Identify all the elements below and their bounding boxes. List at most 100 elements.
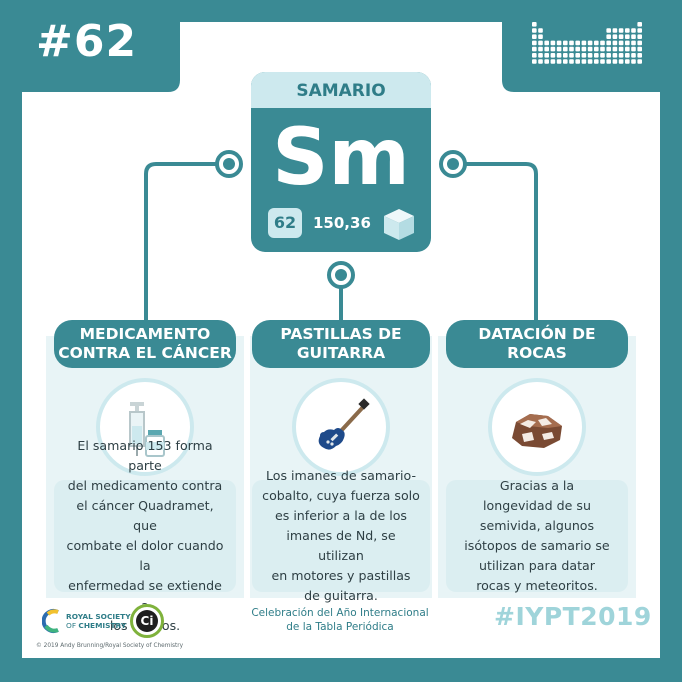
category-medicine-line1: MEDICAMENTO: [79, 325, 211, 343]
periodic-table-cell: [606, 34, 611, 39]
periodic-table-cell: [581, 40, 587, 46]
periodic-table-cell: [563, 46, 568, 52]
periodic-table-cell: [532, 53, 537, 58]
description-guitar-line3: es inferior a la de los: [275, 508, 407, 523]
periodic-table-cell: [618, 40, 624, 46]
periodic-table-logo-icon: [532, 22, 642, 64]
ci-logo: Ci: [130, 604, 164, 638]
element-name: SAMARIO: [251, 72, 431, 108]
periodic-table-cell: [625, 28, 630, 33]
periodic-table-cell: [600, 53, 605, 58]
periodic-table-cell: [637, 34, 642, 39]
periodic-table-cell: [637, 22, 642, 27]
periodic-table-cell: [594, 40, 599, 46]
description-medicine-line3: el cáncer Quadramet, que: [76, 498, 214, 533]
periodic-table-cell: [581, 53, 587, 58]
periodic-table-cell: [544, 59, 549, 64]
footer-line2: de la Tabla Periódica: [286, 621, 394, 633]
periodic-table-cell: [606, 59, 611, 64]
element-tile: SAMARIO Sm 62 150,36: [251, 72, 431, 252]
periodic-table-cell: [563, 40, 568, 46]
periodic-table-cell: [575, 46, 580, 52]
periodic-table-cell: [569, 46, 574, 52]
periodic-table-cell: [625, 34, 630, 39]
periodic-table-cell: [556, 40, 562, 46]
periodic-table-cell: [550, 40, 556, 46]
periodic-table-cell: [575, 53, 580, 58]
category-rocks: DATACIÓN DE ROCAS: [446, 320, 628, 368]
periodic-table-cell: [594, 46, 599, 52]
periodic-table-cell: [637, 46, 642, 52]
periodic-table-cell: [532, 40, 537, 46]
periodic-table-cell: [637, 40, 642, 46]
element-number-label: #62: [36, 16, 138, 67]
periodic-table-cell: [532, 28, 537, 33]
description-rocks-line6: rocas y meteoritos.: [476, 578, 598, 593]
description-guitar: Los imanes de samario- cobalto, cuya fue…: [252, 468, 430, 603]
category-medicine: MEDICAMENTO CONTRA EL CÁNCER: [54, 320, 236, 368]
description-rocks-line2: longevidad de su: [483, 498, 591, 513]
description-rocks: Gracias a la longevidad de su semivida, …: [446, 478, 628, 593]
periodic-table-cell: [556, 53, 562, 58]
footer-line1: Celebración del Año Internacional: [251, 607, 429, 619]
periodic-table-cell: [563, 53, 568, 58]
periodic-table-cell: [544, 46, 549, 52]
periodic-table-cell: [606, 53, 611, 58]
periodic-table-cell: [587, 53, 593, 58]
category-guitar-line1: PASTILLAS DE: [280, 325, 402, 343]
periodic-table-cell: [612, 59, 618, 64]
periodic-table-cell: [556, 46, 562, 52]
periodic-table-cell: [631, 46, 636, 52]
element-symbol: Sm: [272, 113, 410, 203]
rsc-logo-text: ROYAL SOCIETY OF CHEMISTRY: [66, 612, 131, 630]
periodic-table-cell: [618, 34, 624, 39]
description-rocks-line4: isótopos de samario se: [464, 538, 610, 553]
periodic-table-cell: [594, 53, 599, 58]
periodic-table-cell: [587, 59, 593, 64]
periodic-table-cell: [532, 34, 537, 39]
periodic-table-cell: [625, 40, 630, 46]
description-medicine-line1: El samario 153 forma parte: [77, 438, 213, 473]
periodic-table-cell: [606, 28, 611, 33]
periodic-table-cell: [538, 34, 543, 39]
periodic-table-cell: [600, 59, 605, 64]
periodic-table-cell: [581, 46, 587, 52]
icon-circle-rocks: [488, 378, 586, 476]
rsc-line2-bold: CHEMISTRY: [78, 621, 127, 630]
rsc-logo-icon: [42, 609, 59, 633]
periodic-table-cell: [637, 28, 642, 33]
connector-node-left: [215, 150, 243, 178]
periodic-table-cell: [544, 53, 549, 58]
periodic-table-cell: [532, 22, 537, 27]
rsc-line2-prefix: OF: [66, 621, 79, 630]
description-medicine-line2: del medicamento contra: [67, 478, 223, 493]
category-rocks-line1: DATACIÓN DE ROCAS: [478, 325, 596, 362]
atomic-mass: 150,36: [313, 214, 371, 232]
syringe-and-vial-icon: [129, 402, 165, 457]
periodic-table-cell: [575, 40, 580, 46]
periodic-table-cell: [563, 59, 568, 64]
description-rocks-line3: semivida, algunos: [479, 518, 595, 533]
periodic-table-cell: [556, 59, 562, 64]
periodic-table-cell: [587, 40, 593, 46]
periodic-table-cell: [538, 28, 543, 33]
ci-logo-text: Ci: [140, 614, 154, 628]
atomic-number: 62: [268, 208, 302, 238]
copyright: © 2019 Andy Brunning/Royal Society of Ch…: [36, 643, 184, 649]
footer-celebration-text: Celebración del Año Internacional de la …: [240, 606, 440, 634]
periodic-table-cell: [631, 53, 636, 58]
description-guitar-line5: en motores y pastillas: [271, 568, 411, 583]
connector-node-right: [439, 150, 467, 178]
hashtag: #IYPT2019: [494, 602, 652, 631]
periodic-table-cell: [575, 59, 580, 64]
periodic-table-cell: [538, 59, 543, 64]
icon-circle-medicine: [96, 378, 194, 476]
periodic-table-cell: [550, 46, 556, 52]
periodic-table-cell: [550, 59, 556, 64]
periodic-table-cell: [618, 46, 624, 52]
periodic-table-cell: [587, 46, 593, 52]
periodic-table-cell: [532, 46, 537, 52]
periodic-table-cell: [612, 34, 618, 39]
